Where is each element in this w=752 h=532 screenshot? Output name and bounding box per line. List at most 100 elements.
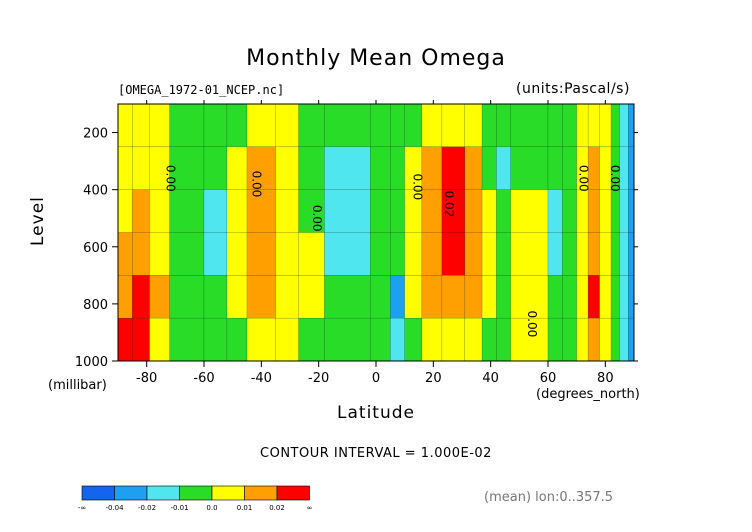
contour-cell: [576, 232, 589, 276]
x-tick-label: -20: [308, 371, 329, 386]
contour-cell: [370, 189, 391, 233]
x-tick-label: -60: [193, 371, 214, 386]
contour-label: 0.00: [310, 205, 324, 232]
contour-cell: [275, 232, 299, 276]
contour-cell: [275, 317, 299, 362]
contour-cell: [324, 275, 371, 319]
contour-cell: [562, 146, 577, 190]
contour-cell: [203, 232, 228, 276]
contour-cell: [464, 232, 483, 276]
contour-cell: [203, 103, 228, 148]
contour-cell: [421, 317, 443, 362]
contour-cell: [587, 317, 600, 362]
contour-cell: [441, 317, 466, 362]
contour-cell: [562, 275, 577, 319]
contour-cell: [246, 317, 276, 362]
contour-cell: [441, 146, 466, 190]
contour-label: 0.00: [164, 165, 178, 192]
colorbar-label: -0.04: [105, 504, 124, 512]
contour-cell: [390, 275, 405, 319]
contour-cell: [610, 317, 620, 362]
y-axis-units: (millibar): [48, 378, 107, 393]
contour-cell: [576, 189, 589, 233]
contour-cell: [619, 189, 629, 233]
x-axis-units: (degrees_north): [536, 387, 640, 402]
contour-cell: [370, 103, 391, 148]
colorbar-label: 0.02: [269, 504, 285, 512]
contour-cell: [562, 317, 577, 362]
contour-cell: [599, 317, 612, 362]
contour-cell: [547, 275, 563, 319]
contour-cell: [481, 103, 497, 148]
contour-cell: [117, 275, 133, 319]
contour-cell: [599, 232, 612, 276]
contour-cell: [149, 189, 170, 233]
contour-label: 0.00: [250, 171, 264, 198]
contour-cell: [275, 146, 299, 190]
y-tick-label: 1000: [75, 355, 108, 370]
contour-cell: [628, 275, 635, 319]
contour-cell: [510, 232, 549, 276]
contour-cell: [117, 103, 133, 148]
contour-cell: [149, 103, 170, 148]
contour-cell: [149, 232, 170, 276]
contour-cell: [562, 232, 577, 276]
contour-cell: [203, 317, 228, 362]
contour-cell: [441, 103, 466, 148]
x-tick-label: -40: [251, 371, 272, 386]
contour-cell: [547, 317, 563, 362]
contour-cell: [464, 103, 483, 148]
contour-cell: [547, 232, 563, 276]
colorbar-label: -∞: [78, 504, 86, 512]
contour-cell: [599, 275, 612, 319]
contour-cell: [510, 275, 549, 319]
units-label: (units:Pascal/s): [516, 81, 630, 97]
contour-cell: [464, 275, 483, 319]
contour-cell: [496, 189, 511, 233]
contour-cell: [298, 103, 325, 148]
contour-cell: [628, 146, 635, 190]
contour-cell: [324, 146, 371, 190]
file-label: [OMEGA_1972-01_NCEP.nc]: [118, 83, 285, 97]
contour-cell: [246, 103, 276, 148]
colorbar-swatch: [179, 485, 213, 501]
contour-cell: [619, 275, 629, 319]
contour-cell: [169, 317, 205, 362]
contour-label: 0.02: [442, 191, 456, 218]
contour-cell: [496, 146, 511, 190]
contour-labels: 0.00 0.00 0.00 0.00 0.02 0.00 0.00 0.00: [164, 165, 622, 337]
contour-label: 0.00: [608, 165, 622, 192]
contour-cell: [117, 146, 133, 190]
contour-cell: [441, 275, 466, 319]
contour-cell: [619, 103, 629, 148]
contour-cell: [149, 317, 170, 362]
colorbar-swatch: [276, 485, 310, 501]
contour-cell: [226, 103, 248, 148]
contour-cell: [132, 189, 150, 233]
contour-cell: [132, 232, 150, 276]
contour-cell: [169, 189, 205, 233]
contour-cell: [404, 232, 423, 276]
contour-cell: [628, 317, 635, 362]
contour-cell: [275, 103, 299, 148]
contour-label: 0.00: [410, 173, 424, 200]
contour-cell: [149, 275, 170, 319]
contour-cell: [481, 232, 497, 276]
contour-cell: [496, 317, 511, 362]
contour-cell: [547, 146, 563, 190]
contour-cell: [390, 189, 405, 233]
contour-cell: [562, 189, 577, 233]
contour-cell: [610, 275, 620, 319]
contour-cell: [132, 103, 150, 148]
contour-cell: [587, 103, 600, 148]
contour-interval-note: CONTOUR INTERVAL = 1.000E-02: [260, 446, 492, 461]
contour-cell: [117, 189, 133, 233]
contour-cell: [599, 189, 612, 233]
y-tick-label: 400: [83, 184, 108, 199]
contour-cell: [547, 103, 563, 148]
chart-title: Monthly Mean Omega: [246, 46, 506, 71]
contour-cell: [576, 317, 589, 362]
mean-note: (mean) lon:0..357.5: [484, 490, 614, 505]
contour-cell: [481, 189, 497, 233]
contour-cell: [496, 275, 511, 319]
